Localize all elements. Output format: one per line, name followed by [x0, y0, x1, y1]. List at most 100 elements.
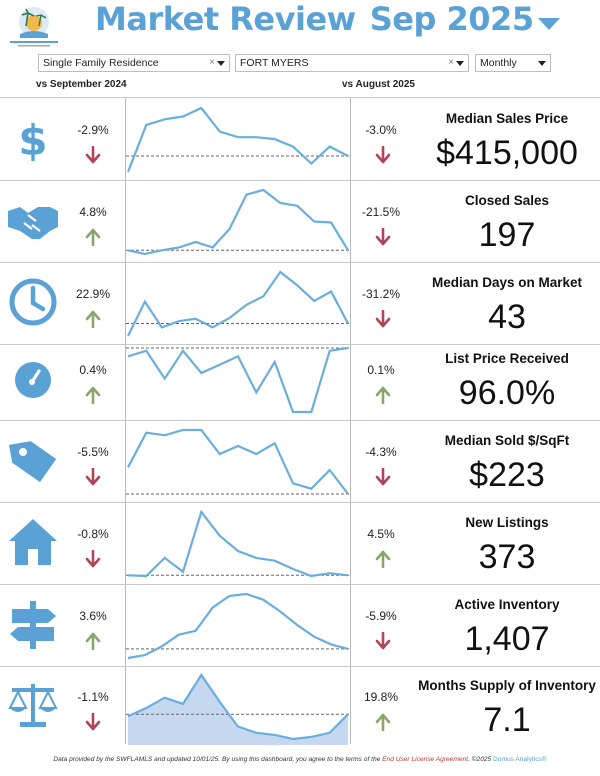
tag-icon: [9, 441, 57, 483]
metric-row: -0.8% 4.5% New Listings 373: [0, 502, 600, 582]
metric-value: 43: [488, 298, 526, 336]
metric-row: 3.6% -5.9% Active Inventory 1,407: [0, 584, 600, 664]
header-divider: [0, 97, 600, 98]
period-value: Monthly: [480, 57, 517, 69]
metric-row: -1.1% 19.8% Months Supply of Inventory 7.1: [0, 665, 600, 745]
row-divider: [0, 262, 600, 263]
year-over-year-change: 0.4%: [79, 363, 107, 377]
period-select[interactable]: Monthly: [475, 54, 551, 72]
title-metric-label: Market Review: [95, 0, 356, 38]
metric-name: Months Supply of Inventory: [418, 678, 596, 693]
sparkline-line: [127, 346, 349, 414]
month-comparison-label: vs August 2025: [342, 79, 415, 90]
row-divider: [0, 180, 600, 181]
metric-name: Median Sales Price: [445, 111, 569, 126]
brokerage-logo: [10, 7, 58, 47]
month-over-month-change: -4.3%: [365, 445, 397, 459]
arrow-up-icon: [85, 228, 101, 246]
row-divider: [0, 344, 600, 345]
metric-row: $ -2.9% -3.0% Median Sales Price $415,000: [0, 98, 600, 178]
year-over-year-change: -2.9%: [77, 123, 109, 137]
svg-text:$: $: [18, 116, 47, 165]
year-comparison-label: vs September 2024: [36, 79, 127, 90]
row-divider: [0, 666, 600, 667]
sparkline-line: [126, 106, 349, 173]
arrow-down-icon: [85, 468, 101, 486]
title-period-label: Sep 2025: [369, 0, 534, 38]
footer-disclaimer: Data provided by the SWFLAMLS and update…: [0, 756, 600, 763]
metric-name: List Price Received: [445, 351, 569, 366]
month-over-month-change: 19.8%: [363, 690, 399, 704]
arrow-down-icon: [85, 550, 101, 568]
month-over-month-change: -5.9%: [365, 609, 397, 623]
signpost-icon: [10, 601, 56, 649]
trend-sparkline: [126, 106, 350, 173]
gauge-icon: [15, 362, 51, 398]
year-over-year-change: 4.8%: [79, 205, 107, 219]
arrow-up-icon: [85, 310, 101, 328]
month-over-month-change: -3.0%: [365, 123, 397, 137]
trend-sparkline: [126, 673, 350, 745]
period-dropdown-caret-icon[interactable]: [536, 16, 562, 32]
clock-icon: [9, 278, 57, 326]
month-over-month-change: -21.5%: [361, 205, 401, 219]
sparkline-line: [127, 428, 349, 495]
metric-value: 1,407: [464, 620, 550, 658]
metric-name: Active Inventory: [454, 597, 560, 612]
row-divider: [0, 502, 600, 503]
arrow-down-icon: [375, 228, 391, 246]
footer-text: Data provided by the SWFLAMLS and update…: [53, 756, 383, 763]
arrow-down-icon: [375, 310, 391, 328]
chevron-down-icon[interactable]: [217, 61, 225, 66]
metric-name: New Listings: [465, 515, 549, 530]
arrow-up-icon: [375, 550, 391, 568]
arrow-up-icon: [375, 386, 391, 404]
arrow-down-icon: [375, 146, 391, 164]
eula-link[interactable]: End User License Agreement: [382, 756, 469, 763]
footer-copyright: . ©2025: [468, 756, 494, 763]
year-over-year-change: -1.1%: [77, 690, 109, 704]
metric-value: 373: [478, 538, 536, 576]
trend-sparkline: [126, 346, 350, 414]
page-title: Market Review Sep 2025: [95, 0, 534, 44]
scales-icon: [8, 684, 58, 727]
arrow-up-icon: [85, 386, 101, 404]
chart-left-border: [125, 98, 126, 744]
dollar-icon: $: [18, 116, 47, 165]
sparkline-line: [127, 270, 349, 337]
property-type-select[interactable]: Single Family Residence ×: [38, 54, 230, 72]
row-divider: [0, 420, 600, 421]
area-value: FORT MYERS: [240, 57, 309, 69]
chevron-down-icon[interactable]: [538, 61, 546, 66]
clear-area-icon[interactable]: ×: [448, 57, 454, 68]
year-over-year-change: -5.5%: [77, 445, 109, 459]
chart-right-border: [350, 98, 351, 744]
month-over-month-change: -31.2%: [361, 287, 401, 301]
property-type-value: Single Family Residence: [43, 57, 159, 69]
sparkline-line: [127, 188, 349, 256]
domus-brand: Domus Analytics®: [493, 756, 547, 763]
metric-value: $415,000: [436, 134, 578, 172]
arrow-down-icon: [375, 468, 391, 486]
sparkline-line: [127, 509, 349, 578]
metric-value: $223: [469, 456, 545, 494]
arrow-up-icon: [85, 632, 101, 650]
month-over-month-change: 0.1%: [367, 363, 395, 377]
area-select[interactable]: FORT MYERS ×: [235, 54, 469, 72]
trend-sparkline: [126, 188, 350, 256]
clear-property-type-icon[interactable]: ×: [209, 57, 215, 68]
sparkline-line: [127, 673, 349, 741]
trend-sparkline: [126, 509, 350, 578]
year-over-year-change: -0.8%: [77, 527, 109, 541]
metric-name: Median Days on Market: [431, 275, 583, 290]
chevron-down-icon[interactable]: [456, 61, 464, 66]
handshake-icon: [8, 207, 58, 239]
year-over-year-change: 3.6%: [79, 609, 107, 623]
row-divider: [0, 584, 600, 585]
arrow-down-icon: [85, 146, 101, 164]
metric-value: 7.1: [483, 701, 531, 739]
arrow-down-icon: [375, 632, 391, 650]
metric-value: 197: [478, 216, 536, 254]
trend-sparkline: [126, 428, 350, 495]
metric-value: 96.0%: [458, 374, 556, 412]
